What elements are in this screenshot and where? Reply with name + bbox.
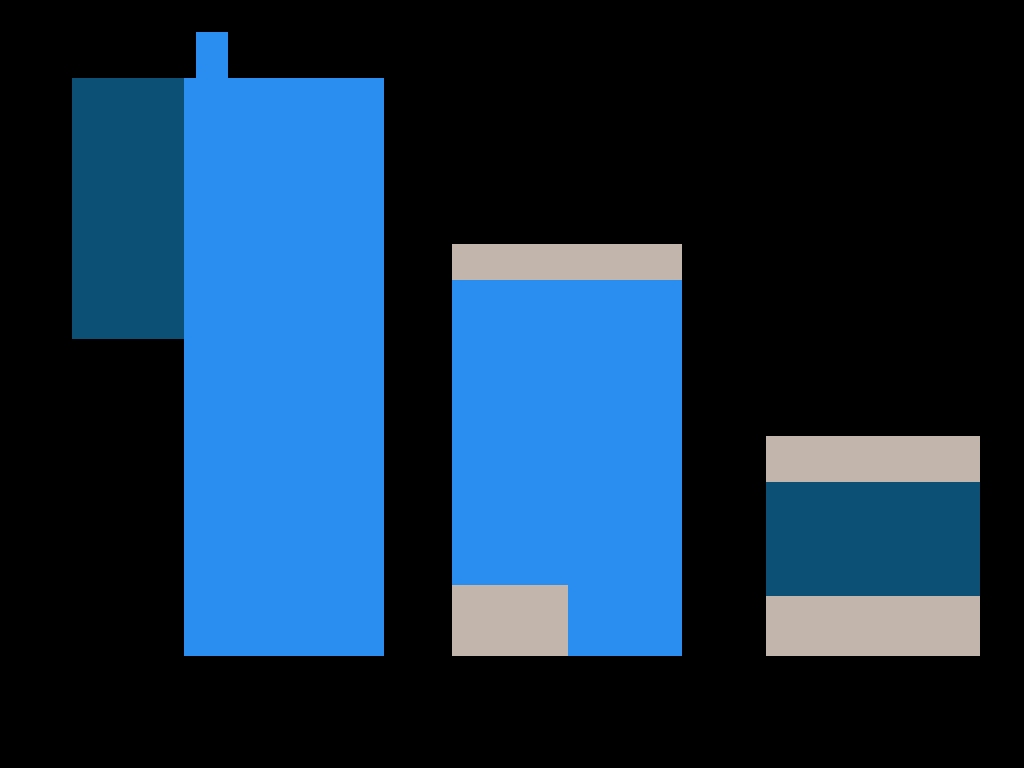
left-blue-tall <box>184 78 384 656</box>
middle-tan-bottom <box>452 585 568 656</box>
right-teal-middle <box>766 482 980 596</box>
left-teal-block <box>72 78 200 339</box>
middle-tan-top <box>452 244 682 280</box>
right-tan-bottom <box>766 596 980 656</box>
right-tan-top <box>766 436 980 482</box>
